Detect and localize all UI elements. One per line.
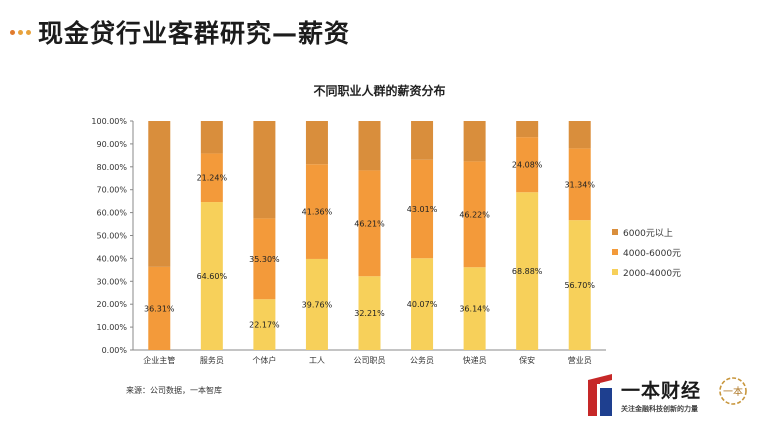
legend-swatch [612, 229, 618, 235]
source-note: 来源：公司数据，一本智库 [126, 386, 222, 395]
bar-segment [463, 161, 486, 268]
data-label: 35.30% [249, 255, 280, 264]
data-label: 22.17% [249, 321, 280, 330]
data-label: 43.01% [407, 205, 438, 214]
x-tick-label: 工人 [309, 356, 325, 365]
bar-segment [411, 159, 434, 259]
x-tick-label: 保安 [519, 355, 535, 365]
legend-label: 6000元以上 [623, 228, 673, 239]
bar-segment [411, 121, 434, 160]
x-tick-label: 公务员 [410, 355, 434, 365]
y-tick-label: 80.00% [96, 163, 127, 172]
y-tick-label: 0.00% [102, 346, 128, 355]
bar-segment [305, 164, 328, 259]
bar-segment [463, 267, 486, 350]
brand-logo-icon [588, 374, 612, 416]
legend-item-4000-6000: 4000-6000元 [612, 242, 681, 262]
seal-text: 一本 [723, 385, 743, 398]
legend-item-2000-4000: 2000-4000元 [612, 262, 681, 282]
x-tick-label: 个体户 [252, 355, 276, 365]
y-tick-label: 10.00% [96, 323, 127, 332]
data-label: 24.08% [512, 161, 543, 170]
brand-block: 一本财经 关注金融科技创新的力量 一本 [588, 370, 758, 426]
data-label: 56.70% [564, 281, 595, 290]
y-tick-label: 40.00% [96, 254, 127, 263]
data-label: 46.22% [459, 210, 490, 219]
data-label: 21.24% [197, 174, 228, 183]
legend-label: 2000-4000元 [623, 268, 682, 279]
chart-legend: 6000元以上 4000-6000元 2000-4000元 [612, 222, 681, 282]
bar-segment [200, 202, 223, 350]
legend-swatch [612, 249, 618, 255]
data-label: 31.34% [564, 180, 595, 189]
bar-segment [516, 192, 539, 350]
bar-segment [253, 121, 276, 219]
bar-segment [253, 218, 276, 300]
legend-item-6000-plus: 6000元以上 [612, 222, 681, 242]
y-tick-label: 70.00% [96, 186, 127, 195]
x-tick-label: 营业员 [568, 355, 592, 365]
bar-segment [200, 121, 223, 154]
bar-segment [253, 299, 276, 350]
bar-segment [411, 258, 434, 350]
data-label: 64.60% [197, 272, 228, 281]
brand-slogan: 关注金融科技创新的力量 [621, 405, 698, 413]
y-tick-label: 20.00% [96, 300, 127, 309]
data-label: 32.21% [354, 309, 385, 318]
bar-segment [148, 121, 171, 267]
bar-segment [516, 121, 539, 138]
y-tick-label: 60.00% [96, 209, 127, 218]
page-header: 现金贷行业客群研究—薪资 [0, 0, 759, 62]
page-title: 现金贷行业客群研究—薪资 [38, 19, 351, 48]
bar-segment [516, 137, 539, 193]
x-tick-label: 企业主管 [143, 355, 175, 365]
bar-segment [200, 153, 223, 203]
bar-segment [358, 276, 381, 350]
data-label: 36.31% [144, 304, 175, 313]
bar-segment [305, 121, 328, 165]
y-tick-label: 100.00% [91, 117, 127, 126]
legend-label: 4000-6000元 [623, 248, 682, 259]
data-label: 40.07% [407, 300, 438, 309]
brand-seal-icon: 一本 [719, 377, 747, 405]
data-label: 46.21% [354, 219, 385, 228]
data-label: 36.14% [459, 305, 490, 314]
x-tick-label: 公司职员 [354, 356, 386, 365]
bar-segment [305, 258, 328, 350]
x-tick-label: 快递员 [463, 355, 487, 365]
data-label: 41.36% [302, 208, 333, 217]
x-tick-label: 服务员 [200, 355, 224, 365]
bar-segment [568, 220, 591, 350]
data-label: 68.88% [512, 267, 543, 276]
bar-segment [358, 121, 381, 171]
legend-swatch [612, 269, 618, 275]
y-tick-label: 50.00% [96, 232, 127, 241]
data-label: 39.76% [302, 300, 333, 309]
bar-segment [568, 121, 591, 149]
y-tick-label: 30.00% [96, 277, 127, 286]
bar-segment [358, 170, 381, 277]
title-dots-icon [10, 30, 31, 35]
brand-name: 一本财经 [621, 380, 702, 402]
bar-segment [463, 121, 486, 162]
chart-title: 不同职业人群的薪资分布 [313, 84, 446, 98]
bar-segment [568, 148, 591, 221]
bar-segment [148, 266, 171, 350]
y-tick-label: 90.00% [96, 140, 127, 149]
